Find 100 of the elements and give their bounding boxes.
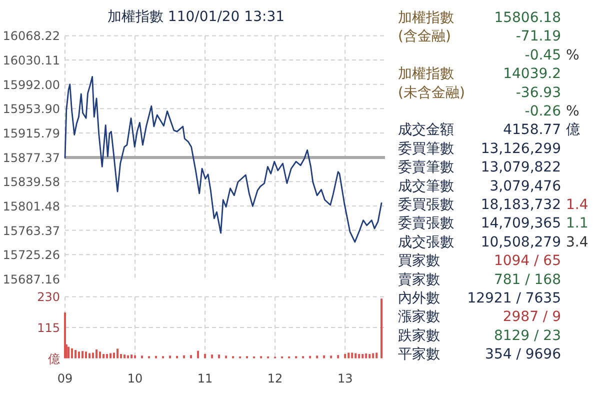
bar (155, 356, 158, 358)
text: -36.93 (516, 84, 561, 101)
bar (82, 351, 84, 358)
y-tick-label: 15915.79 (2, 126, 60, 140)
text: 13,079,822 (480, 160, 561, 176)
bar (116, 348, 119, 358)
x-tick-label: 11 (197, 371, 213, 386)
bar (372, 353, 374, 358)
bar (380, 298, 382, 358)
text: % (566, 104, 580, 120)
bar (204, 354, 206, 358)
category-label: 漲家數 (398, 309, 440, 326)
bar (78, 352, 80, 358)
text: 13,126,299 (480, 140, 561, 157)
text: -0.26 (524, 104, 561, 120)
bar (176, 356, 178, 358)
y-tick-label: 15687.16 (2, 272, 60, 286)
bar (127, 355, 130, 358)
bar (102, 354, 105, 358)
x-tick-label: 12 (267, 371, 283, 386)
text: 2987 / 9 (502, 309, 561, 326)
bar (169, 356, 172, 358)
text: 8129 / 23 (494, 328, 561, 344)
bar (358, 354, 360, 358)
bar (134, 355, 136, 358)
y-tick-label: 16030.11 (2, 54, 60, 68)
y-tick-label: 15725.26 (2, 248, 60, 262)
category-label: 平家數 (398, 346, 440, 363)
y-tick-label: 15801.48 (2, 199, 60, 214)
bar (323, 355, 326, 358)
bar (354, 353, 357, 358)
bar (316, 356, 318, 358)
bar (68, 346, 70, 358)
category-label: 委買筆數 (398, 140, 454, 157)
bar (110, 353, 112, 358)
text: 781 / 168 (494, 272, 561, 288)
category-label: 委賣筆數 (398, 160, 454, 176)
bar (362, 354, 364, 358)
category-label: 委賣張數 (398, 216, 454, 232)
bar (88, 353, 91, 358)
text: % (566, 47, 580, 64)
x-tick-label: 09 (57, 371, 73, 386)
bar (85, 352, 88, 358)
bar (113, 352, 116, 358)
bar (92, 352, 94, 358)
text: 18,183,732 (480, 197, 561, 213)
bar (211, 354, 214, 358)
text: 10,508,279 (480, 234, 561, 250)
bar (96, 349, 98, 358)
bar (376, 352, 378, 358)
y-tick-label: 15839.58 (2, 175, 60, 190)
bar (330, 356, 332, 358)
text: 1094 / 65 (494, 253, 561, 270)
text: 354 / 9696 (485, 346, 561, 363)
category-label: 委買張數 (398, 197, 454, 213)
category-label: (未含金融) (398, 84, 465, 101)
bar (124, 354, 126, 358)
y-tick-label: 億 (48, 352, 60, 366)
text: 3,079,476 (490, 178, 561, 194)
text: 1.4 (566, 197, 588, 213)
bar (351, 352, 354, 358)
bar (218, 354, 220, 358)
x-tick-label: 13 (337, 371, 353, 386)
bar (183, 355, 186, 358)
bar (99, 352, 102, 358)
y-tick-label: 15877.37 (2, 151, 60, 166)
bar (190, 355, 192, 358)
category-label: 買家數 (398, 253, 440, 270)
y-tick-label: 15953.90 (2, 102, 60, 116)
category-label: 成交金額 (398, 122, 454, 138)
bar (348, 352, 350, 358)
text: 4158.77 (503, 122, 561, 138)
bar (106, 354, 108, 358)
x-tick-label: 10 (127, 371, 143, 386)
category-label: 賣家數 (398, 272, 440, 288)
y-tick-label: 15763.37 (2, 224, 60, 238)
y-tick-label: 16068.22 (2, 29, 60, 44)
bar (309, 356, 312, 358)
category-label: 內外數 (398, 290, 440, 306)
text: 15806.18 (494, 10, 561, 26)
bar (141, 356, 144, 358)
bar (64, 312, 66, 358)
line-series (64, 76, 382, 243)
y-tick-label: 115 (37, 321, 60, 335)
category-label: 成交筆數 (398, 178, 454, 194)
bar (368, 354, 371, 358)
text: 14039.2 (503, 66, 561, 82)
text: 14,709,365 (480, 216, 561, 232)
category-label: 跌家數 (398, 328, 440, 344)
category-label: 加權指數 (398, 10, 454, 26)
bar (130, 354, 133, 358)
bar (197, 350, 200, 358)
bar (344, 354, 346, 358)
text: -71.19 (516, 28, 561, 45)
bar (337, 355, 340, 358)
category-label: 成交張數 (398, 234, 454, 250)
y-tick-label: 230 (37, 290, 60, 304)
bar (365, 353, 368, 358)
chart-title: 加權指數 110/01/20 13:31 (107, 9, 285, 25)
bar (225, 356, 228, 358)
